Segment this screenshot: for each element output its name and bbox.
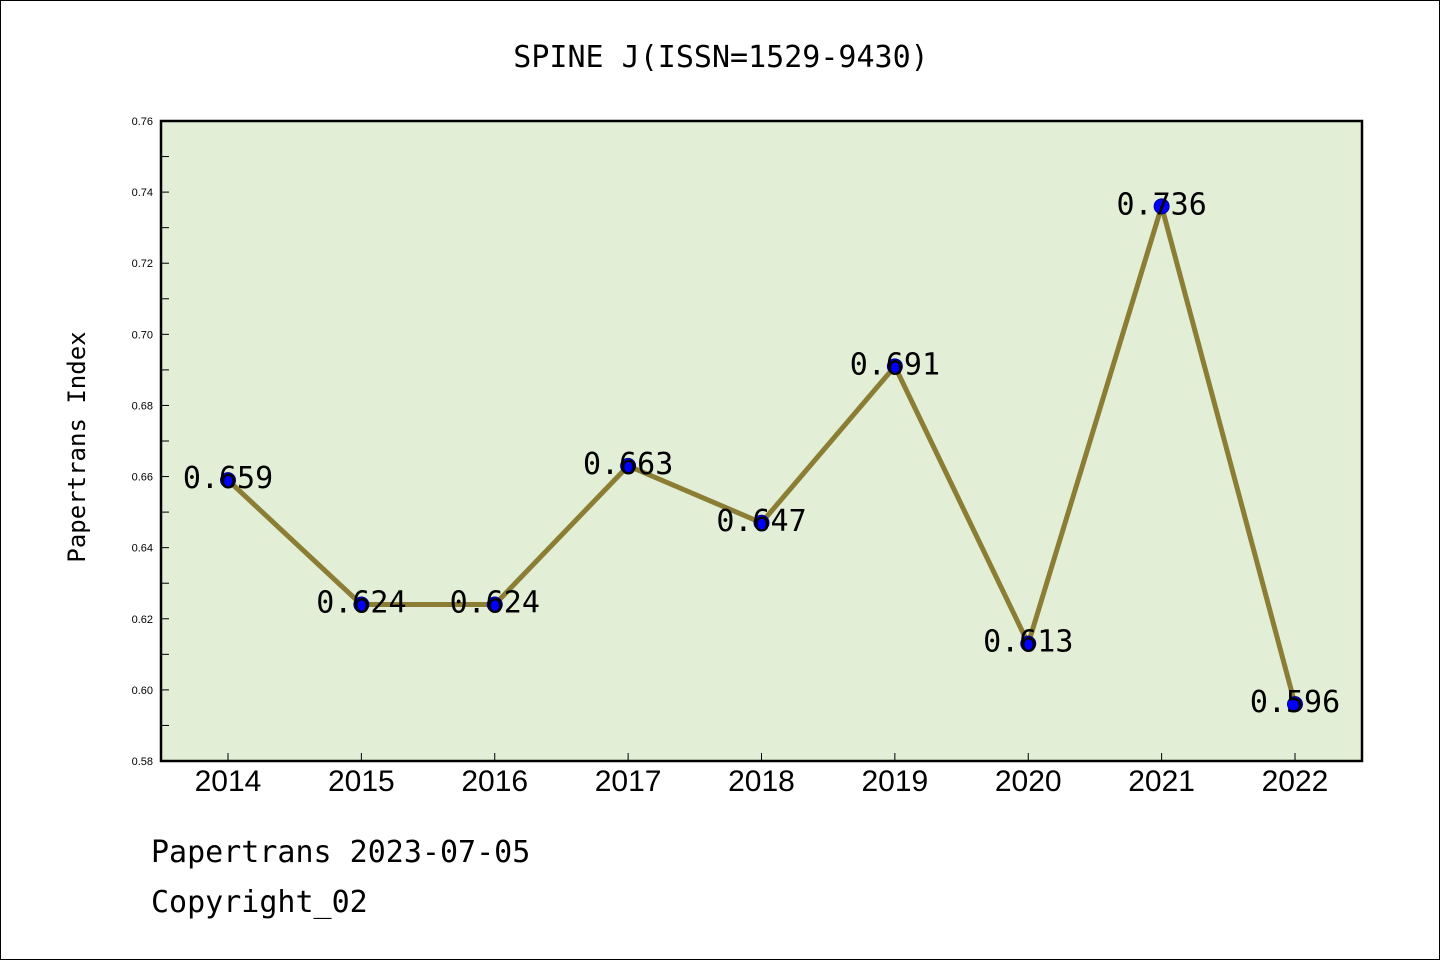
x-tick-label: 2015 bbox=[328, 765, 395, 798]
x-axis: 2014 2015 2016 2017 2018 2019 2020 2021 2022 bbox=[195, 753, 1329, 798]
data-label: 0.613 bbox=[983, 625, 1073, 660]
y-tick-label: 0.66 bbox=[132, 472, 153, 484]
y-tick-label: 0.58 bbox=[132, 756, 153, 768]
data-label: 0.691 bbox=[850, 347, 940, 382]
y-tick-label: 0.74 bbox=[132, 187, 153, 199]
data-point bbox=[1153, 198, 1170, 215]
data-point bbox=[1020, 635, 1037, 652]
data-point bbox=[220, 472, 236, 489]
data-point bbox=[620, 457, 637, 474]
y-tick-label: 0.72 bbox=[132, 258, 153, 270]
data-label: 0.659 bbox=[183, 461, 273, 496]
y-tick-label: 0.70 bbox=[132, 329, 153, 341]
data-point bbox=[353, 596, 370, 613]
y-tick-label: 0.60 bbox=[132, 685, 153, 697]
data-label: 0.596 bbox=[1250, 685, 1340, 720]
data-point bbox=[1287, 696, 1303, 713]
data-point bbox=[886, 358, 903, 375]
x-tick-label: 2017 bbox=[595, 765, 662, 798]
data-label: 0.736 bbox=[1116, 187, 1206, 222]
data-point bbox=[753, 514, 770, 531]
x-tick-label: 2014 bbox=[195, 765, 262, 798]
x-tick-label: 2022 bbox=[1262, 765, 1329, 798]
series: 0.659 0.624 0.624 0.663 0.647 0.691 0.613 0.736… bbox=[183, 187, 1340, 720]
footer-copyright: Copyright_02 bbox=[151, 885, 368, 920]
data-point bbox=[486, 596, 503, 613]
y-tick-label: 0.64 bbox=[132, 543, 153, 555]
y-tick-label: 0.76 bbox=[132, 116, 153, 128]
x-tick-label: 2016 bbox=[461, 765, 528, 798]
data-label: 0.647 bbox=[716, 504, 806, 539]
y-tick-label: 0.62 bbox=[132, 614, 153, 626]
footer-date: Papertrans 2023-07-05 bbox=[151, 835, 531, 870]
y-axis-label: Papertrans Index bbox=[63, 331, 91, 562]
chart-title: SPINE J(ISSN=1529-9430) bbox=[513, 40, 928, 75]
data-label: 0.663 bbox=[583, 447, 673, 482]
x-tick-label: 2018 bbox=[728, 765, 795, 798]
y-tick-label: 0.68 bbox=[132, 400, 153, 412]
data-label: 0.624 bbox=[316, 586, 406, 621]
plot-area bbox=[159, 119, 1364, 763]
data-label: 0.624 bbox=[450, 586, 540, 621]
x-tick-label: 2020 bbox=[995, 765, 1062, 798]
y-axis: 0.58 0.60 0.62 0.64 0.66 0.68 0.70 0.72 0.74 0.76 bbox=[132, 116, 169, 768]
x-tick-label: 2021 bbox=[1128, 765, 1195, 798]
x-tick-label: 2019 bbox=[862, 765, 929, 798]
